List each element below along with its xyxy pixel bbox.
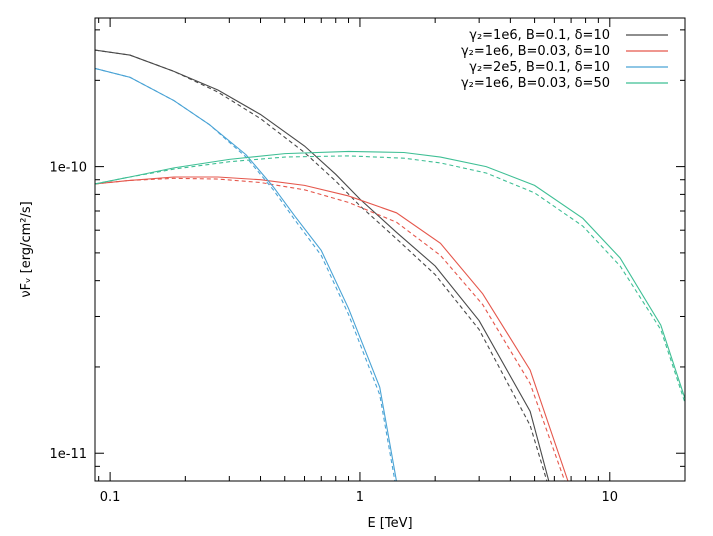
- series-2-solid-line: [95, 176, 569, 481]
- series-layer: [95, 49, 685, 481]
- series-1-solid-line: [95, 49, 550, 481]
- y-tick-label: 1e-10: [49, 161, 87, 176]
- x-tick-label: 1: [356, 490, 364, 505]
- y-tick-label: 1e-11: [49, 447, 87, 462]
- ticks-layer: 0.1 1 10 1e-10 1e-11: [49, 18, 686, 505]
- plot-frame: [94, 17, 686, 482]
- series-3-dashed-line: [95, 67, 396, 481]
- legend-label: γ₂=1e6, B=0.03, δ=50: [461, 76, 610, 91]
- legend-label: γ₂=2e5, B=0.1, δ=10: [469, 60, 610, 75]
- x-axis-title: E [TeV]: [367, 516, 412, 531]
- series-3-solid-line: [95, 67, 398, 481]
- x-tick-label: 10: [602, 490, 619, 505]
- x-tick-label: 0.1: [100, 490, 121, 505]
- series-2-dashed-line: [95, 177, 566, 481]
- series-1-dashed-line: [95, 49, 548, 481]
- legend-label: γ₂=1e6, B=0.03, δ=10: [461, 44, 610, 59]
- y-axis-title: νFᵥ [erg/cm²/s]: [19, 201, 34, 297]
- series-4-dashed-line: [95, 155, 685, 403]
- legend-label: γ₂=1e6, B=0.1, δ=10: [469, 28, 610, 43]
- series-4-solid-line: [95, 150, 685, 399]
